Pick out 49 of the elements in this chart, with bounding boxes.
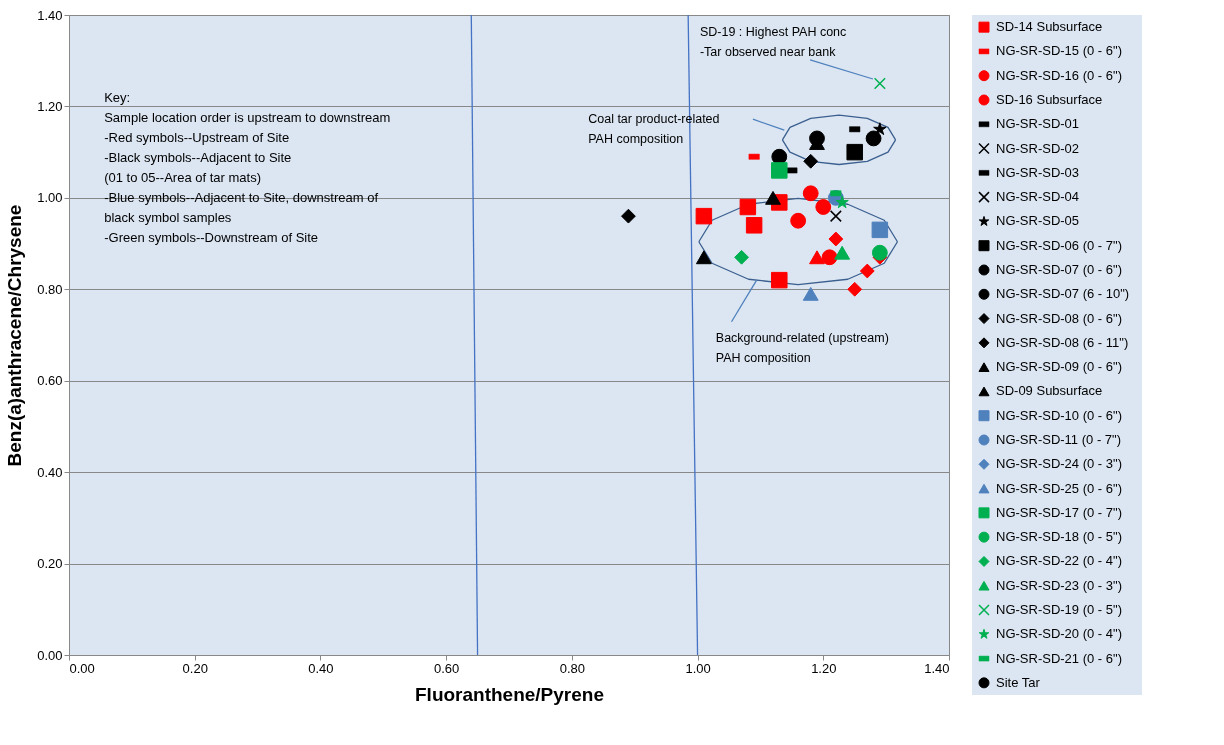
legend-label: NG-SR-SD-19 (0 - 5") — [996, 602, 1122, 617]
legend-label: NG-SR-SD-09 (0 - 6") — [996, 359, 1122, 375]
legend-label: NG-SR-SD-01 — [996, 116, 1080, 132]
legend-label: NG-SR-SD-08 (0 - 6") — [996, 310, 1122, 326]
legend-label: NG-SR-SD-06 (0 - 7") — [996, 237, 1122, 253]
x-axis-title: Fluoranthene/Pyrene — [415, 683, 604, 705]
annotation: Background-related (upstream) PAH composition — [715, 330, 889, 365]
legend-label: NG-SR-SD-24 (0 - 3") — [996, 456, 1122, 472]
y-tick-label: 1.20 — [37, 98, 63, 114]
legend-label: NG-SR-SD-17 (0 - 7") — [996, 504, 1122, 520]
x-tick-label: 1.00 — [685, 660, 711, 676]
legend-label: NG-SR-SD-04 — [996, 189, 1080, 205]
y-tick-label: 1.00 — [37, 190, 63, 206]
legend-label: SD-16 Subsurface — [996, 92, 1103, 107]
legend-label: NG-SR-SD-18 (0 - 5") — [996, 529, 1122, 545]
legend-label: NG-SR-SD-25 (0 - 6") — [996, 480, 1122, 496]
x-tick-label: 0.80 — [559, 660, 586, 676]
y-tick-label: 0.20 — [37, 556, 63, 572]
legend-label: NG-SR-SD-03 — [996, 164, 1080, 180]
legend-label: NG-SR-SD-07 (0 - 6") — [996, 262, 1122, 277]
legend-label: NG-SR-SD-22 (0 - 4") — [996, 553, 1122, 569]
legend-label: NG-SR-SD-20 (0 - 4") — [996, 626, 1122, 642]
legend-label: SD-09 Subsurface — [996, 383, 1103, 399]
y-axis-title: Benz(a)anthracene/Chrysene — [4, 204, 26, 467]
legend-label: NG-SR-SD-16 (0 - 6") — [996, 67, 1122, 83]
annotation: Key: Sample location order is upstream to downstream -Red symbols--Upstream of Site -Black symbols--Adjacent to Site (01 to 05--Area of tar mats) -Blue symbols--Adjacent to Site, downstream of black symbol samples -Green symbols--Downstream of Site — [104, 89, 391, 245]
legend-label: NG-SR-SD-02 — [996, 140, 1080, 156]
legend-label: Site Tar — [996, 674, 1041, 690]
legend-label: NG-SR-SD-15 (0 - 6") — [996, 43, 1122, 59]
y-tick-label: 0.60 — [37, 373, 63, 389]
annotation: SD-19 : Highest PAH conc -Tar observed near bank — [699, 24, 847, 59]
x-tick-label: 0.60 — [433, 660, 460, 676]
x-tick-label: 0.00 — [69, 660, 95, 676]
y-tick-label: 0.80 — [37, 281, 63, 297]
legend-label: SD-14 Subsurface — [996, 19, 1103, 35]
legend-label: NG-SR-SD-08 (6 - 11") — [996, 334, 1129, 350]
legend-label: NG-SR-SD-05 — [996, 213, 1080, 229]
y-tick-label: 0.40 — [37, 464, 63, 480]
x-tick-label: 0.40 — [308, 660, 334, 676]
legend-label: NG-SR-SD-11 (0 - 7") — [996, 432, 1121, 447]
legend-label: NG-SR-SD-10 (0 - 6") — [996, 407, 1122, 423]
legend-label: NG-SR-SD-21 (0 - 6") — [996, 650, 1122, 666]
y-tick-label: 1.40 — [37, 7, 63, 23]
y-tick-label: 0.00 — [37, 647, 63, 663]
x-tick-label: 0.20 — [182, 660, 208, 676]
x-tick-label: 1.20 — [811, 660, 837, 676]
x-tick-label: 1.40 — [924, 660, 950, 676]
legend-label: NG-SR-SD-07 (6 - 10") — [996, 286, 1130, 302]
legend-label: NG-SR-SD-23 (0 - 3") — [996, 577, 1122, 593]
